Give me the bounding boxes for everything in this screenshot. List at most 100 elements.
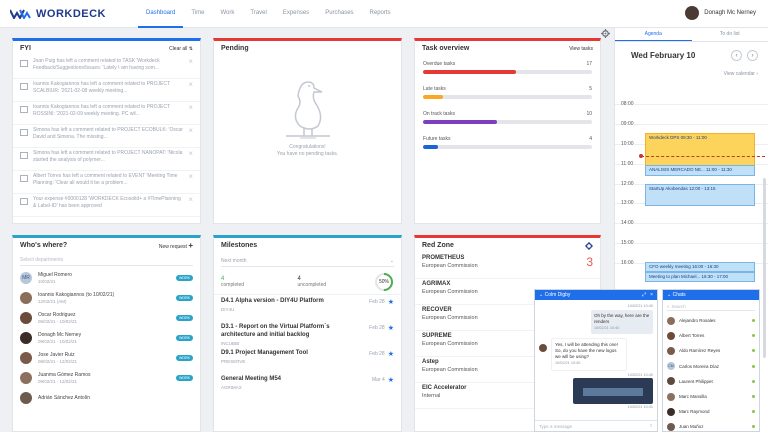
person-row[interactable]: Adrián Sánchez Antolín xyxy=(13,388,200,408)
task-progress-bar xyxy=(423,145,592,149)
person-info: Oscar Rodriguez 05/02/21 - 10/02/21 xyxy=(38,312,176,324)
person-row[interactable]: MR Miguel Romero 10/02/21 WORK xyxy=(13,268,200,288)
calendar-event[interactable]: Workdeck DPS 09:30 - 11:00 xyxy=(645,132,755,167)
fyi-item[interactable]: Ioannis Kakogiannos has left a comment r… xyxy=(13,79,200,102)
person-row[interactable]: Juanma Gómez Ramos 09/02/21 - 12/02/21 WOR… xyxy=(13,368,200,388)
person-row[interactable]: Ioannis Kakogiannos (to 10/02/21) 12/02/2… xyxy=(13,288,200,308)
chat-message-input[interactable]: Type a message ⇪ xyxy=(535,420,657,431)
task-row-ontrack[interactable]: On track tasks 10 xyxy=(415,111,600,124)
expand-icon[interactable]: ⤢ xyxy=(642,292,647,298)
person-row[interactable]: Donagh Mc Nerney 09/02/21 - 10/02/21 WORK xyxy=(13,328,200,348)
chat-contact[interactable]: CM Carlos Moreira Díaz xyxy=(663,359,759,374)
chat-contact[interactable]: Albert Torres xyxy=(663,328,759,343)
fyi-item[interactable]: Albert Torres has left a comment related… xyxy=(13,171,200,194)
calendar-event[interactable]: ANALISIS MERCADO NE... 11:00 - 11:30 xyxy=(645,164,755,176)
close-icon[interactable]: × xyxy=(188,126,193,135)
avatar xyxy=(20,312,32,324)
chats-header[interactable]: ⌄ Chats xyxy=(663,290,759,300)
nav-travel[interactable]: Travel xyxy=(250,9,267,16)
chat-contact[interactable]: Laurent Philippet xyxy=(663,374,759,389)
person-row[interactable]: Oscar Rodriguez 05/02/21 - 10/02/21 WORK xyxy=(13,308,200,328)
nav-time[interactable]: Time xyxy=(191,9,205,16)
gear-icon[interactable] xyxy=(601,29,610,38)
tab-todo-list[interactable]: To do list xyxy=(719,31,740,37)
chat-contact[interactable]: Juan Muñoz xyxy=(663,419,759,432)
star-icon[interactable]: ★ xyxy=(387,377,394,384)
chat-contact[interactable]: Marc Raymond xyxy=(663,404,759,419)
agenda-timeline: 08:00 09:00 10:00 11:00 12:00 13:00 14:00 15:00… xyxy=(615,101,768,283)
red-zone-list: PROMETHEUS European Commission 3 AGRIMAX Eur… xyxy=(415,253,600,409)
chat-contact[interactable]: Aldo Ramírez Reyes xyxy=(663,343,759,358)
close-icon[interactable]: × xyxy=(188,149,193,158)
nav-dashboard[interactable]: Dashboard xyxy=(138,0,184,28)
red-zone-item[interactable]: PROMETHEUS European Commission 3 xyxy=(415,253,600,279)
close-icon[interactable]: × xyxy=(188,172,193,181)
clear-all-button[interactable]: Clear all ⇅ xyxy=(169,45,193,52)
chevron-down-icon[interactable]: ⌄ xyxy=(667,292,672,298)
red-zone-item[interactable]: RECOVER European Commission xyxy=(415,305,600,331)
nav-expenses[interactable]: Expenses xyxy=(282,9,310,16)
nav-purchases[interactable]: Purchases xyxy=(325,9,354,16)
user-menu[interactable]: Donagh Mc Nerney xyxy=(685,6,756,20)
task-progress-fill xyxy=(423,70,516,74)
chat-contact[interactable]: Alejandro Rosales xyxy=(663,313,759,328)
fyi-title: FYI xyxy=(20,45,31,52)
project-client: European Commission xyxy=(422,341,478,347)
red-zone-item[interactable]: SUPREME European Commission xyxy=(415,331,600,357)
fyi-item[interactable]: Simona has left a comment related to PRO… xyxy=(13,125,200,148)
agenda-scrollbar[interactable] xyxy=(763,178,766,358)
fyi-list: Joan Puig has left a comment related to … xyxy=(13,56,200,217)
close-icon[interactable]: × xyxy=(188,80,193,89)
milestone-title: D4.1 Alpha version - DIY4U Platform xyxy=(221,298,324,304)
milestone-item[interactable]: D9.1 Project Management Tool PRESERVE Feb … xyxy=(214,347,401,373)
view-tasks-button[interactable]: View tasks xyxy=(569,45,593,52)
nav-work[interactable]: Work xyxy=(220,9,235,16)
red-zone-item[interactable]: EIC Accelerator Internal xyxy=(415,383,600,409)
chevron-right-icon[interactable]: › xyxy=(747,50,758,61)
hour-label: 10:00 xyxy=(621,140,634,147)
image-attachment[interactable] xyxy=(573,377,653,404)
online-status-dot xyxy=(752,334,755,338)
person-row[interactable]: Jose Javier Ruiz 08/02/21 - 12/02/21 WORK xyxy=(13,348,200,368)
chevron-left-icon[interactable]: ‹ xyxy=(731,50,742,61)
calendar-event[interactable]: StartUp Akobendas 12:00 - 13:15 xyxy=(645,183,755,207)
milestone-item[interactable]: D3.1 - Report on the Virtual Platform´s … xyxy=(214,321,401,347)
task-progress-bar xyxy=(423,70,592,74)
chat-contact[interactable]: Marc Mansilla xyxy=(663,389,759,404)
task-row-overdue[interactable]: Overdue tasks 17 xyxy=(415,61,600,74)
avatar xyxy=(539,344,547,353)
fyi-item[interactable]: Your expense #0000128 'WORKDECK Ecosolid… xyxy=(13,194,200,217)
new-request-button[interactable]: New request + xyxy=(159,241,193,250)
avatar xyxy=(667,346,675,355)
gear-icon[interactable] xyxy=(585,241,593,250)
calendar-event[interactable]: CFO weekly meeting 16:00 - 16:30 xyxy=(645,262,755,272)
attach-icon[interactable]: ⇪ xyxy=(649,423,653,428)
chats-search-input[interactable]: ⌕ Search xyxy=(667,302,755,311)
close-icon[interactable]: × xyxy=(188,195,193,204)
comment-icon xyxy=(20,152,28,159)
nav-reports[interactable]: Reports xyxy=(369,9,391,16)
red-zone-item[interactable]: Astep European Commission xyxy=(415,357,600,383)
department-select[interactable]: Select departments xyxy=(20,255,193,266)
view-calendar-link[interactable]: View calendar › xyxy=(723,71,758,77)
close-icon[interactable]: × xyxy=(650,292,653,298)
close-icon[interactable]: × xyxy=(188,103,193,112)
red-zone-item[interactable]: AGRIMAX European Commission xyxy=(415,279,600,305)
star-icon[interactable]: ★ xyxy=(387,325,394,332)
task-row-future[interactable]: Future tasks 4 xyxy=(415,136,600,149)
fyi-item[interactable]: Simona has left a comment related to PRO… xyxy=(13,148,200,171)
fyi-item[interactable]: Ioannis Kakogiannos has left a comment r… xyxy=(13,102,200,125)
star-icon[interactable]: ★ xyxy=(387,299,394,306)
tab-agenda[interactable]: Agenda xyxy=(615,28,692,41)
task-row-late[interactable]: Late tasks 5 xyxy=(415,86,600,99)
fyi-item[interactable]: Joan Puig has left a comment related to … xyxy=(13,56,200,79)
chat-header[interactable]: ⌄ Colm Digby ⤢ × xyxy=(535,290,657,300)
milestone-item[interactable]: General Meeting M54 AGRIMAX Mar 4 ★ xyxy=(214,373,401,399)
milestones-period-select[interactable]: Next month ⌄ xyxy=(221,255,394,267)
milestone-item[interactable]: D4.1 Alpha version - DIY4U Platform DIY4U… xyxy=(214,295,401,321)
close-icon[interactable]: × xyxy=(188,57,193,66)
calendar-event[interactable]: Meeting to plan Michael... 16:30 - 17:00 xyxy=(645,272,755,282)
workdeck-logo[interactable]: WORKDECK xyxy=(10,8,130,20)
chevron-down-icon[interactable]: ⌄ xyxy=(539,292,544,298)
star-icon[interactable]: ★ xyxy=(387,351,394,358)
